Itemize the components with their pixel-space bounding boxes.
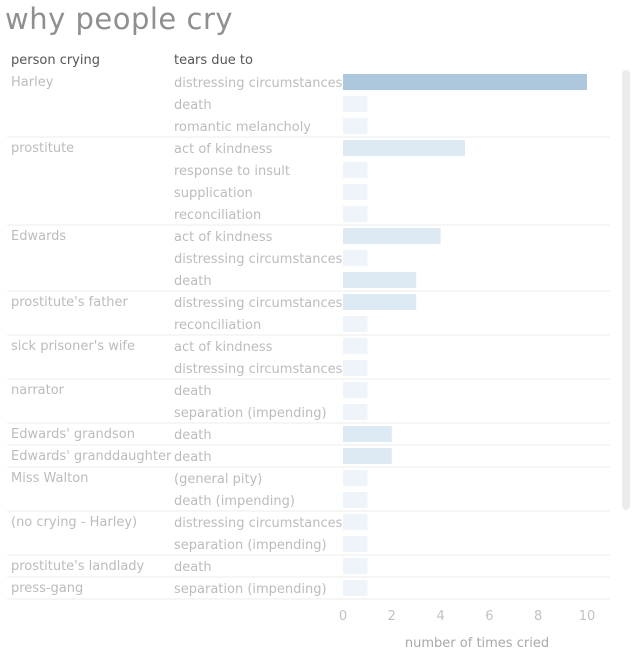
- x-tick-label: 0: [339, 609, 347, 624]
- person-label: narrator: [11, 383, 65, 398]
- bar: [343, 206, 368, 222]
- bar: [343, 316, 368, 332]
- reason-label: separation (impending): [174, 406, 327, 421]
- person-label: (no crying - Harley): [11, 515, 137, 530]
- x-tick-label: 10: [579, 609, 596, 624]
- reason-label: separation (impending): [174, 582, 327, 597]
- bar: [343, 426, 392, 442]
- vertical-scrollbar[interactable]: [622, 70, 630, 510]
- bar: [343, 272, 417, 288]
- bar: [343, 140, 465, 156]
- reason-label: act of kindness: [174, 340, 273, 355]
- person-label: sick prisoner's wife: [11, 339, 135, 354]
- x-tick-label: 2: [388, 609, 396, 624]
- reason-label: distressing circumstances: [174, 76, 343, 91]
- person-label: Harley: [11, 75, 54, 90]
- person-label: prostitute's landlady: [11, 559, 145, 574]
- reason-label: act of kindness: [174, 142, 273, 157]
- reason-label: (general pity): [174, 472, 262, 487]
- reason-label: separation (impending): [174, 538, 327, 553]
- reason-label: death: [174, 560, 212, 575]
- bar: [343, 228, 441, 244]
- bar: [343, 536, 368, 552]
- bar: [343, 162, 368, 178]
- reason-label: distressing circumstances: [174, 516, 343, 531]
- reason-label: romantic melancholy: [174, 120, 311, 135]
- reason-label: death: [174, 450, 212, 465]
- reason-label: death: [174, 98, 212, 113]
- reason-label: distressing circumstances: [174, 362, 343, 377]
- person-label: Edwards' granddaughter: [11, 449, 172, 464]
- person-label: Edwards: [11, 229, 66, 244]
- person-label: Edwards' grandson: [11, 427, 135, 442]
- person-label: prostitute: [11, 141, 74, 156]
- bar: [343, 404, 368, 420]
- bar: [343, 338, 368, 354]
- bar: [343, 184, 368, 200]
- reason-label: death (impending): [174, 494, 295, 509]
- reason-label: distressing circumstances: [174, 296, 343, 311]
- bar: [343, 580, 368, 596]
- x-tick-label: 4: [436, 609, 444, 624]
- chart-title: why people cry: [5, 2, 234, 36]
- x-tick-label: 8: [534, 609, 542, 624]
- bar: [343, 514, 368, 530]
- person-label: press-gang: [11, 581, 83, 596]
- person-column-header: person crying: [11, 53, 100, 68]
- bar: [343, 96, 368, 112]
- reason-label: act of kindness: [174, 230, 273, 245]
- reason-column-header: tears due to: [174, 53, 253, 68]
- reason-label: reconciliation: [174, 208, 261, 223]
- person-label: prostitute's father: [11, 295, 129, 310]
- bar: [343, 558, 368, 574]
- reason-label: death: [174, 384, 212, 399]
- bar: [343, 492, 368, 508]
- reason-label: supplication: [174, 186, 253, 201]
- x-axis-label: number of times cried: [405, 636, 549, 651]
- bar: [343, 360, 368, 376]
- x-tick-label: 6: [485, 609, 493, 624]
- reason-label: death: [174, 274, 212, 289]
- bar: [343, 74, 587, 90]
- bar: [343, 294, 417, 310]
- bar: [343, 470, 368, 486]
- reason-label: death: [174, 428, 212, 443]
- bar: [343, 382, 368, 398]
- bar: [343, 118, 368, 134]
- person-label: Miss Walton: [11, 471, 88, 486]
- bar: [343, 250, 368, 266]
- reason-label: response to insult: [174, 164, 290, 179]
- reason-label: reconciliation: [174, 318, 261, 333]
- reason-label: distressing circumstances: [174, 252, 343, 267]
- bar: [343, 448, 392, 464]
